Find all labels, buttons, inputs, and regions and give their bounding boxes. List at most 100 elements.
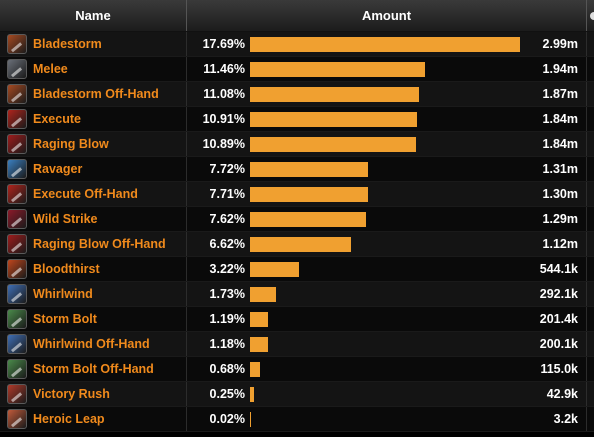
amount-value: 292.1k [539,287,578,301]
damage-bar [250,337,268,352]
damage-bar [250,387,254,402]
execute-icon [7,184,27,204]
name-column-header[interactable]: Name [0,0,187,31]
amount-value: 1.29m [542,212,578,226]
bloodthirst-icon [7,259,27,279]
percent-value: 7.71% [209,187,245,201]
damage-bar-track [250,287,525,302]
ability-name-cell: Heroic Leap [0,407,187,431]
raging-blow-icon [7,234,27,254]
table-row[interactable]: Raging Blow 10.89% 1.84m [0,132,594,157]
victory-rush-icon [7,384,27,404]
percent-value: 10.89% [202,137,245,151]
percent-value: 0.25% [209,387,245,401]
extra-cell [587,282,594,306]
extra-column-header[interactable] [587,0,594,31]
ability-name: Victory Rush [33,387,110,401]
table-row[interactable]: Bloodthirst 3.22% 544.1k [0,257,594,282]
ability-name: Whirlwind [33,287,93,301]
table-row[interactable]: Whirlwind Off-Hand 1.18% 200.1k [0,332,594,357]
table-row[interactable]: Wild Strike 7.62% 1.29m [0,207,594,232]
amount-cell: 17.69% 2.99m [187,32,587,56]
amount-value: 1.84m [542,112,578,126]
percent-value: 7.62% [209,212,245,226]
amount-value: 1.12m [542,237,578,251]
percent-value: 3.22% [209,262,245,276]
bladestorm-icon [7,84,27,104]
execute-icon [7,109,27,129]
damage-bar [250,112,417,127]
table-row[interactable]: Raging Blow Off-Hand 6.62% 1.12m [0,232,594,257]
ability-name: Bloodthirst [33,262,100,276]
amount-value: 1.84m [542,137,578,151]
bladestorm-icon [7,34,27,54]
wild-strike-icon [7,209,27,229]
table-row[interactable]: Heroic Leap 0.02% 3.2k [0,407,594,432]
extra-cell [587,82,594,106]
extra-cell [587,157,594,181]
table-row[interactable]: Bladestorm Off-Hand 11.08% 1.87m [0,82,594,107]
table-row[interactable]: Execute Off-Hand 7.71% 1.30m [0,182,594,207]
damage-bar [250,262,300,277]
table-header: Name Amount [0,0,594,32]
percent-value: 10.91% [202,112,245,126]
table-row[interactable]: Storm Bolt 1.19% 201.4k [0,307,594,332]
damage-bar-track [250,412,525,427]
table-row[interactable]: Storm Bolt Off-Hand 0.68% 115.0k [0,357,594,382]
percent-value: 1.18% [209,337,245,351]
amount-cell: 1.73% 292.1k [187,282,587,306]
ability-name-cell: Bloodthirst [0,257,187,281]
heroic-leap-icon [7,409,27,429]
table-row[interactable]: Ravager 7.72% 1.31m [0,157,594,182]
table-row[interactable]: Execute 10.91% 1.84m [0,107,594,132]
percent-value: 11.46% [203,62,245,76]
amount-cell: 1.19% 201.4k [187,307,587,331]
amount-value: 3.2k [553,412,578,426]
table-row[interactable]: Victory Rush 0.25% 42.9k [0,382,594,407]
damage-bar [250,287,277,302]
storm-bolt-icon [7,309,27,329]
percent-value: 6.62% [209,237,245,251]
damage-bar-track [250,187,525,202]
whirlwind-icon [7,334,27,354]
ability-name: Bladestorm [33,37,102,51]
percent-value: 1.73% [209,287,245,301]
amount-cell: 7.71% 1.30m [187,182,587,206]
damage-bar-track [250,387,525,402]
amount-cell: 3.22% 544.1k [187,257,587,281]
damage-bar-track [250,337,525,352]
damage-bar-track [250,37,525,52]
extra-cell [587,357,594,381]
ability-name-cell: Whirlwind [0,282,187,306]
damage-bar [250,312,269,327]
damage-bar-track [250,212,525,227]
percent-value: 0.68% [209,362,245,376]
ability-name: Ravager [33,162,83,176]
amount-cell: 11.08% 1.87m [187,82,587,106]
percent-value: 11.08% [203,87,245,101]
damage-bar-track [250,137,525,152]
ability-name-cell: Storm Bolt [0,307,187,331]
percent-value: 0.02% [209,412,245,426]
ability-name: Melee [33,62,68,76]
ability-name-cell: Wild Strike [0,207,187,231]
amount-value: 201.4k [539,312,578,326]
extra-cell [587,207,594,231]
ability-name: Storm Bolt Off-Hand [33,362,154,376]
amount-column-header[interactable]: Amount [187,0,587,31]
table-row[interactable]: Bladestorm 17.69% 2.99m [0,32,594,57]
extra-cell [587,307,594,331]
ability-name-cell: Bladestorm [0,32,187,56]
amount-cell: 11.46% 1.94m [187,57,587,81]
column-toggle-icon[interactable] [590,12,594,20]
damage-bar [250,62,425,77]
table-row[interactable]: Melee 11.46% 1.94m [0,57,594,82]
table-row[interactable]: Whirlwind 1.73% 292.1k [0,282,594,307]
whirlwind-icon [7,284,27,304]
ability-name: Execute [33,112,81,126]
amount-cell: 0.68% 115.0k [187,357,587,381]
amount-value: 1.87m [542,87,578,101]
ability-name-cell: Raging Blow Off-Hand [0,232,187,256]
ability-name-cell: Storm Bolt Off-Hand [0,357,187,381]
amount-value: 1.30m [542,187,578,201]
